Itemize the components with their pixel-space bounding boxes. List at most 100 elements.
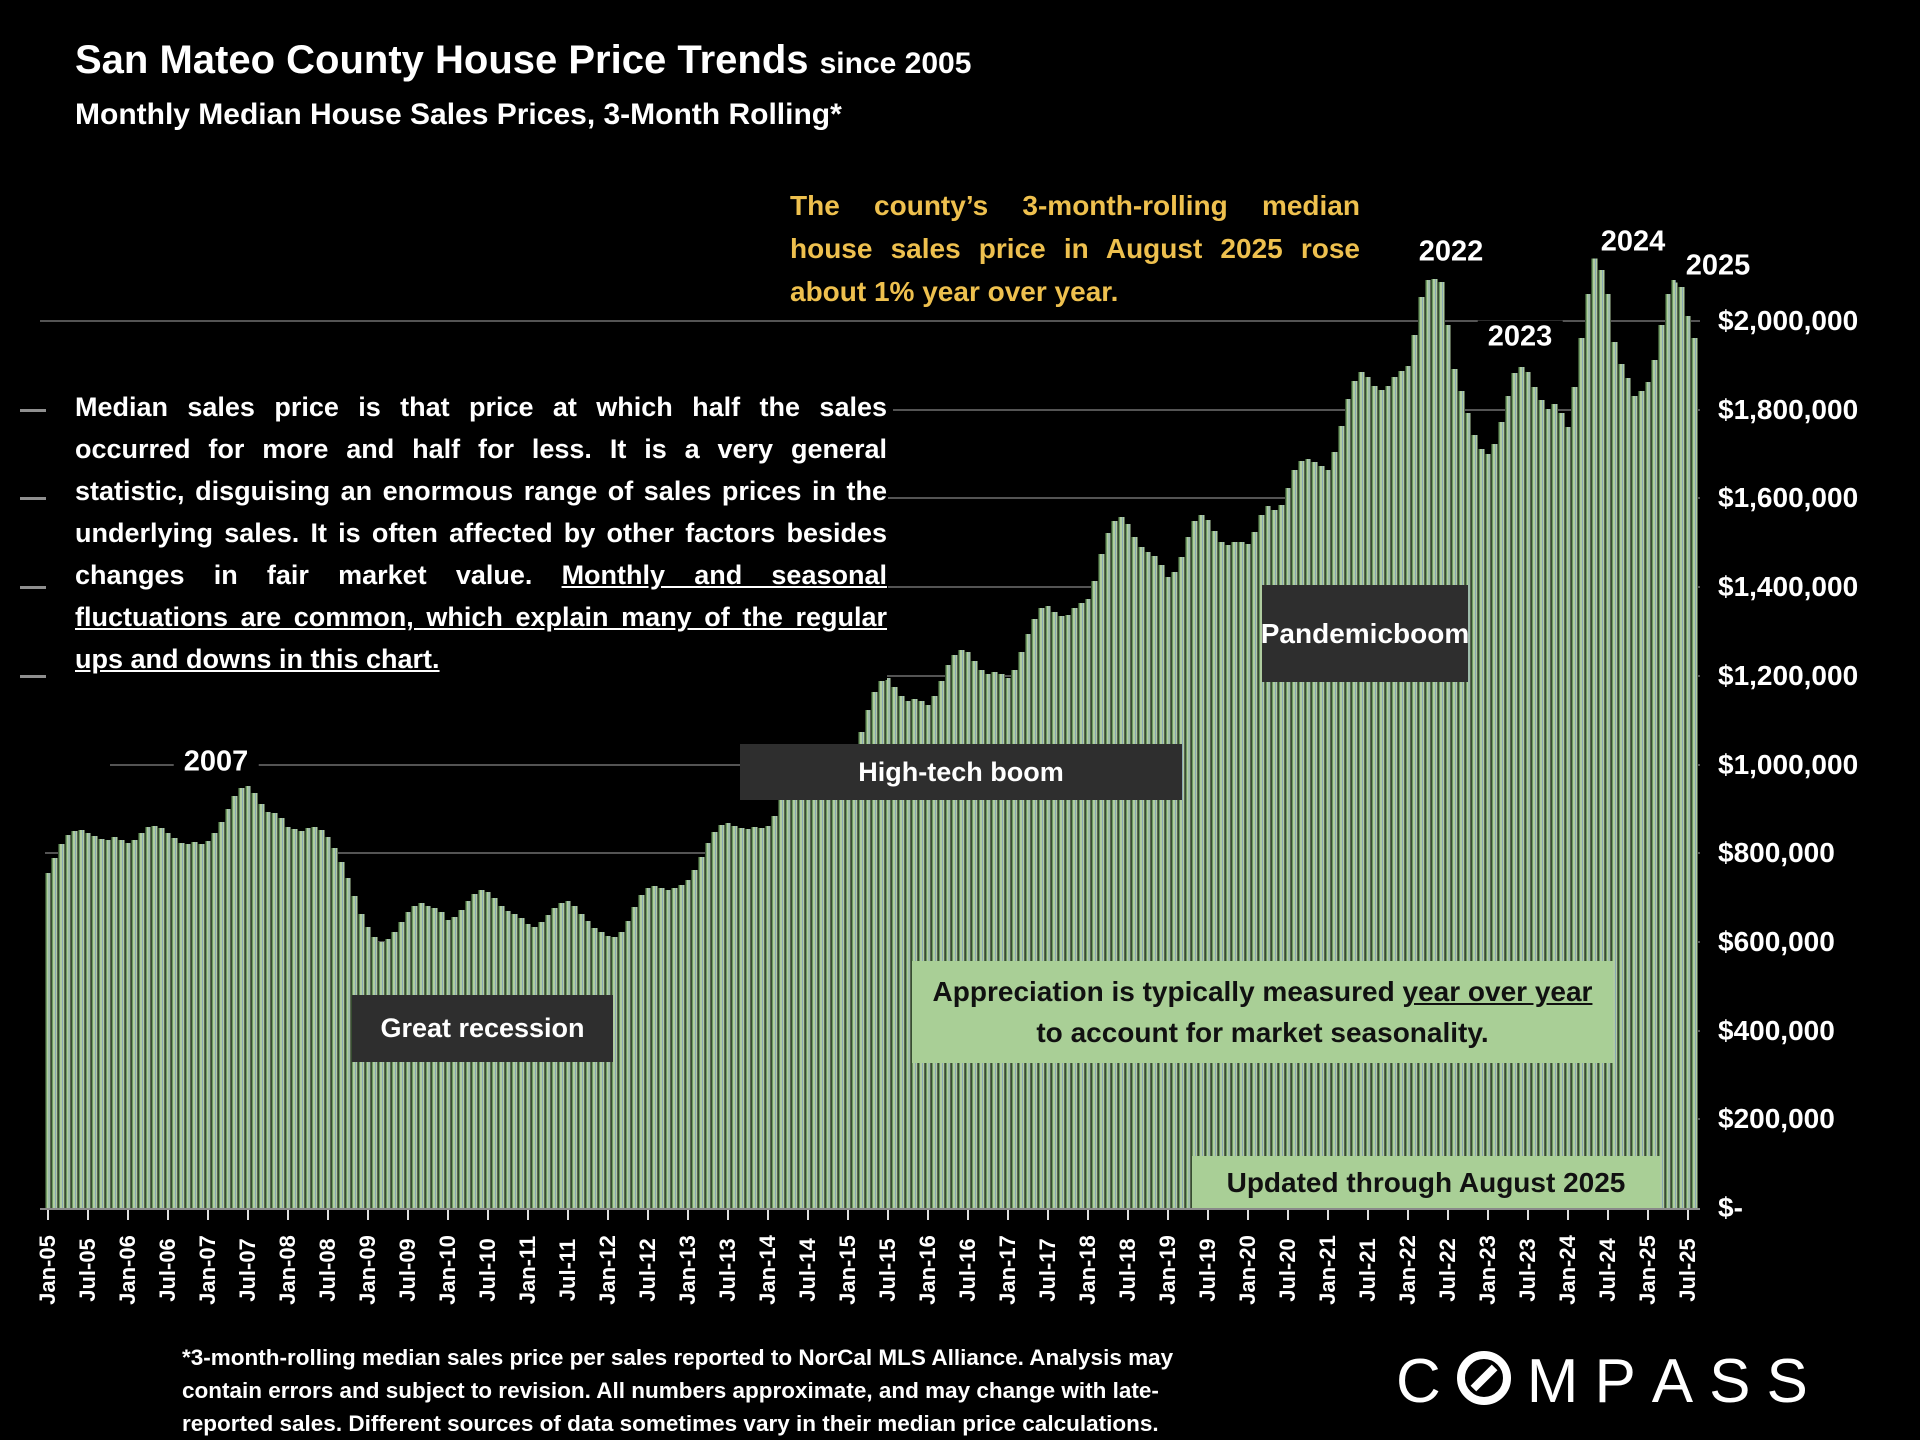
bar <box>1664 293 1672 1208</box>
bar <box>764 825 772 1208</box>
bar <box>1558 413 1565 1208</box>
appreciation-line1-text: Appreciation is typically measured <box>932 976 1403 1007</box>
bar <box>1411 335 1418 1208</box>
page-title: San Mateo County House Price Trends sinc… <box>75 38 971 83</box>
x-axis-label: Jul-07 <box>235 1238 260 1302</box>
bar <box>344 878 352 1208</box>
bar <box>398 922 405 1208</box>
bar <box>818 769 825 1208</box>
appreciation-note: Appreciation is typically measured year … <box>912 961 1613 1063</box>
compass-needle-icon <box>1456 1351 1511 1405</box>
bar <box>871 691 878 1208</box>
gridline <box>893 408 1700 411</box>
x-axis-label: Jan-25 <box>1635 1235 1660 1305</box>
x-axis-tick <box>1087 1208 1089 1220</box>
y-axis-tick <box>20 408 46 412</box>
x-axis-label: Jul-22 <box>1435 1238 1460 1302</box>
x-axis-label: Jul-19 <box>1195 1238 1220 1302</box>
bar <box>1318 466 1325 1208</box>
x-axis-label: Jan-15 <box>835 1235 860 1305</box>
bar <box>891 687 898 1208</box>
bar <box>1538 399 1545 1208</box>
bar <box>204 840 212 1208</box>
x-axis-tick <box>1207 1208 1209 1220</box>
pandemic-line1: Pandemic <box>1260 617 1394 649</box>
bar <box>844 767 852 1208</box>
bar <box>1378 390 1385 1208</box>
x-axis-tick <box>1407 1208 1409 1220</box>
bar <box>91 836 98 1208</box>
bar <box>538 922 545 1208</box>
bar <box>1571 386 1578 1208</box>
bar <box>591 927 598 1208</box>
bar <box>1238 541 1245 1208</box>
x-axis-tick <box>1287 1208 1289 1220</box>
x-axis-tick <box>687 1208 689 1220</box>
bar <box>624 920 632 1208</box>
y-axis-label: $200,000 <box>1718 1103 1835 1135</box>
bar <box>1518 367 1525 1208</box>
appreciation-underlined: year over year <box>1402 976 1593 1007</box>
y-axis-label: $400,000 <box>1718 1014 1835 1046</box>
x-axis-tick <box>167 1208 169 1220</box>
y-axis-label: $- <box>1718 1192 1743 1223</box>
bar <box>258 804 265 1208</box>
bar <box>58 844 65 1208</box>
bar <box>1271 509 1278 1208</box>
x-axis-label: Jan-18 <box>1075 1235 1100 1305</box>
bar <box>784 780 792 1208</box>
bar <box>298 831 305 1208</box>
year-marker-2007: 2007 <box>173 745 259 779</box>
x-axis-tick <box>1527 1208 1529 1220</box>
year-marker-2024: 2024 <box>1590 225 1676 259</box>
x-axis-tick <box>367 1208 369 1220</box>
x-axis-tick <box>407 1208 409 1220</box>
y-axis-label: $1,200,000 <box>1718 659 1859 691</box>
x-axis-label: Jan-24 <box>1555 1235 1580 1305</box>
bar <box>1138 547 1145 1208</box>
y-axis-tick <box>20 586 46 590</box>
bar <box>684 879 692 1208</box>
pandemic-line2: boom <box>1393 617 1470 649</box>
x-axis-label: Jul-08 <box>315 1238 340 1302</box>
bar <box>1624 377 1632 1208</box>
bar <box>991 672 998 1208</box>
bar <box>1611 342 1618 1208</box>
x-axis-tick <box>527 1208 529 1220</box>
bar <box>611 937 618 1208</box>
bar <box>664 889 672 1208</box>
x-axis-tick <box>1687 1208 1689 1220</box>
bar <box>118 839 125 1208</box>
bar <box>198 844 205 1208</box>
bar <box>1371 385 1378 1208</box>
bar <box>44 873 52 1208</box>
bar <box>984 674 992 1208</box>
bar <box>251 792 258 1208</box>
bar <box>678 885 685 1208</box>
x-axis-tick <box>47 1208 49 1220</box>
brand-letter: A <box>1651 1347 1694 1416</box>
y-axis-label: $2,000,000 <box>1718 305 1859 336</box>
bar <box>1511 373 1518 1208</box>
bar <box>1131 536 1138 1208</box>
bar <box>938 681 945 1208</box>
x-axis-tick <box>87 1208 89 1220</box>
x-axis-label: Jul-16 <box>955 1238 980 1302</box>
x-axis-label: Jan-21 <box>1315 1235 1340 1305</box>
x-axis-tick <box>1487 1208 1489 1220</box>
bar <box>378 941 385 1208</box>
x-axis-label: Jan-09 <box>355 1235 380 1305</box>
brand-letter: M <box>1526 1347 1579 1416</box>
bar <box>284 826 292 1208</box>
bar <box>1038 607 1045 1208</box>
bar <box>1504 395 1512 1208</box>
bar <box>651 886 658 1208</box>
bar <box>598 932 605 1208</box>
x-axis-label: Jul-05 <box>75 1238 100 1302</box>
updated-through-note: Updated through August 2025 <box>1192 1156 1660 1208</box>
x-axis-tick <box>1127 1208 1129 1220</box>
brand-letter: S <box>1709 1347 1751 1416</box>
bar <box>1551 404 1558 1208</box>
x-axis-tick <box>607 1208 609 1220</box>
